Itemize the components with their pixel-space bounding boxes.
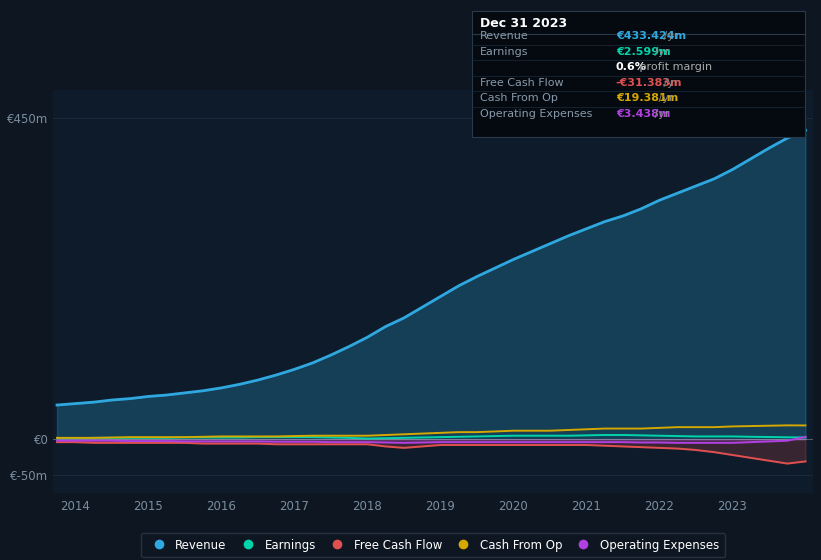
Text: Earnings: Earnings bbox=[480, 46, 529, 57]
Text: /yr: /yr bbox=[660, 78, 679, 88]
Legend: Revenue, Earnings, Free Cash Flow, Cash From Op, Operating Expenses: Revenue, Earnings, Free Cash Flow, Cash … bbox=[141, 533, 725, 557]
Text: /yr: /yr bbox=[651, 109, 669, 119]
Text: €19.381m: €19.381m bbox=[616, 93, 678, 103]
Text: €433.424m: €433.424m bbox=[616, 31, 686, 41]
Text: -€31.383m: -€31.383m bbox=[616, 78, 682, 88]
Text: Dec 31 2023: Dec 31 2023 bbox=[480, 17, 567, 30]
Text: Cash From Op: Cash From Op bbox=[480, 93, 558, 103]
Text: /yr: /yr bbox=[651, 46, 669, 57]
Text: /yr: /yr bbox=[660, 31, 679, 41]
Text: Free Cash Flow: Free Cash Flow bbox=[480, 78, 564, 88]
Text: Revenue: Revenue bbox=[480, 31, 529, 41]
Text: 0.6%: 0.6% bbox=[616, 62, 647, 72]
Text: €2.599m: €2.599m bbox=[616, 46, 671, 57]
Text: Operating Expenses: Operating Expenses bbox=[480, 109, 593, 119]
Text: profit margin: profit margin bbox=[636, 62, 713, 72]
Text: /yr: /yr bbox=[655, 93, 674, 103]
Text: €3.438m: €3.438m bbox=[616, 109, 670, 119]
